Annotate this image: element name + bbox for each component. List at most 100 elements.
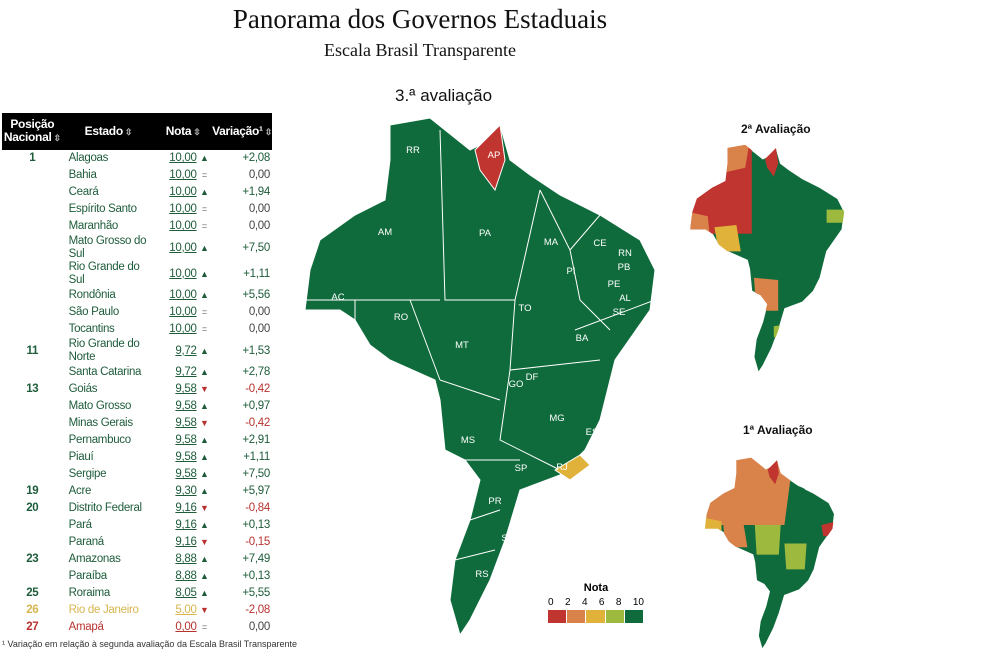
row-score-link[interactable]: 10,00 bbox=[169, 323, 197, 335]
state-ap[interactable] bbox=[474, 123, 506, 192]
trend-dn-icon: ▼ bbox=[200, 384, 209, 394]
legend-tick: 2 bbox=[564, 597, 571, 608]
row-score-link[interactable]: 9,58 bbox=[175, 451, 197, 463]
row-score-link[interactable]: 5,00 bbox=[175, 604, 197, 616]
row-score-link[interactable]: 8,88 bbox=[175, 553, 197, 565]
row-score-link[interactable]: 9,58 bbox=[175, 417, 197, 429]
row-variation: +5,97 bbox=[242, 485, 270, 497]
row-score-link[interactable]: 10,00 bbox=[169, 306, 197, 318]
trend-dn-icon: ▼ bbox=[200, 418, 209, 428]
legend-tick: 10 bbox=[632, 597, 644, 608]
legend-title: Nota bbox=[583, 582, 609, 594]
state-label-go: GO bbox=[509, 379, 524, 390]
table-row: 25 Roraima 8,05 ▲ +5,55 bbox=[2, 585, 272, 602]
sort-arrows-icon[interactable]: ⇳ bbox=[193, 126, 201, 137]
table-row: Minas Gerais 9,58 ▼ -0,42 bbox=[2, 415, 272, 432]
state-label-rn: RN bbox=[618, 248, 632, 259]
trend-eq-icon: = bbox=[201, 204, 207, 214]
col-nota[interactable]: Nota ⇳ bbox=[154, 113, 213, 150]
trend-up-icon: ▲ bbox=[200, 435, 209, 445]
sort-arrows-icon[interactable]: ⇳ bbox=[264, 126, 273, 137]
state-label-sp: SP bbox=[515, 463, 528, 474]
row-score-link[interactable]: 10,00 bbox=[169, 241, 197, 254]
row-variation: +2,08 bbox=[242, 152, 270, 164]
row-score-link[interactable]: 9,58 bbox=[175, 434, 197, 446]
state-label-df: DF bbox=[526, 372, 539, 383]
page-subtitle: Escala Brasil Transparente bbox=[324, 40, 516, 60]
row-variation: +2,78 bbox=[242, 366, 270, 378]
map-2nd-title: 2ª Avaliação bbox=[741, 122, 811, 136]
col-variacao[interactable]: Variação¹ ⇳ bbox=[212, 113, 272, 150]
row-score-link[interactable]: 9,72 bbox=[175, 366, 197, 378]
row-score-link[interactable]: 9,58 bbox=[175, 383, 197, 395]
table-row: 19 Acre 9,30 ▲ +5,97 bbox=[2, 483, 272, 500]
row-score-link[interactable]: 10,00 bbox=[169, 152, 197, 164]
row-state: Rondônia bbox=[68, 289, 116, 301]
table-row: 27 Amapá 0,00 = 0,00 bbox=[2, 619, 272, 636]
trend-eq-icon: = bbox=[201, 324, 207, 334]
row-variation: +7,50 bbox=[242, 468, 270, 480]
row-state: Espírito Santo bbox=[68, 203, 137, 215]
row-score-link[interactable]: 9,30 bbox=[175, 485, 197, 497]
col-posicao[interactable]: Posição Nacional ⇳ bbox=[2, 113, 63, 150]
state-rj[interactable] bbox=[554, 454, 591, 481]
row-variation: +5,56 bbox=[242, 289, 270, 301]
row-variation: +1,11 bbox=[243, 267, 270, 280]
ranking-table: Posição Nacional ⇳ Estado ⇳ Nota ⇳ Variação… bbox=[2, 113, 272, 636]
table-row: Santa Catarina 9,72 ▲ +2,78 bbox=[2, 364, 272, 381]
row-score-link[interactable]: 0,00 bbox=[175, 621, 197, 633]
row-variation: 0,00 bbox=[248, 169, 270, 181]
page-title: Panorama dos Governos Estaduais bbox=[232, 4, 608, 34]
row-score-link[interactable]: 10,00 bbox=[169, 289, 197, 301]
state-label-rj: RJ bbox=[556, 462, 568, 473]
row-score-link[interactable]: 9,16 bbox=[175, 519, 197, 531]
trend-up-icon: ▲ bbox=[200, 469, 209, 479]
trend-dn-icon: ▼ bbox=[200, 537, 209, 547]
row-state: Pará bbox=[68, 519, 92, 531]
row-variation: +5,55 bbox=[242, 587, 270, 599]
row-position: 19 bbox=[26, 485, 39, 497]
row-state: Rio Grande do Norte bbox=[68, 338, 140, 363]
row-variation: 0,00 bbox=[248, 203, 270, 215]
row-score-link[interactable]: 9,16 bbox=[175, 536, 197, 548]
row-score-link[interactable]: 8,05 bbox=[175, 587, 197, 599]
row-score-link[interactable]: 9,58 bbox=[175, 468, 197, 480]
row-score-link[interactable]: 10,00 bbox=[169, 220, 197, 232]
row-variation: -0,42 bbox=[245, 417, 270, 429]
sort-arrows-icon[interactable]: ⇳ bbox=[124, 126, 133, 137]
trend-up-icon: ▲ bbox=[200, 401, 209, 411]
row-variation: 0,00 bbox=[248, 220, 270, 232]
trend-up-icon: ▲ bbox=[200, 345, 209, 356]
row-score-link[interactable]: 9,72 bbox=[175, 344, 197, 357]
row-score-link[interactable]: 10,00 bbox=[169, 169, 197, 181]
state-label-mg: MG bbox=[549, 413, 564, 424]
row-state: Acre bbox=[68, 485, 92, 497]
table-row: Rondônia 10,00 ▲ +5,56 bbox=[2, 287, 272, 304]
table-row: São Paulo 10,00 = 0,00 bbox=[2, 304, 272, 321]
table-row: Rio Grande do Sul 10,00 ▲ +1,11 bbox=[2, 261, 272, 287]
row-score-link[interactable]: 8,88 bbox=[175, 570, 197, 582]
state-label-es: ES bbox=[586, 427, 599, 438]
table-row: 20 Distrito Federal 9,16 ▼ -0,84 bbox=[2, 500, 272, 517]
state-label-ro: RO bbox=[394, 312, 408, 323]
state-label-am: AM bbox=[378, 227, 392, 238]
state-label-ba: BA bbox=[576, 333, 589, 344]
row-score-link[interactable]: 10,00 bbox=[169, 203, 197, 215]
sort-arrows-icon[interactable]: ⇳ bbox=[53, 133, 62, 143]
row-score-link[interactable]: 9,16 bbox=[175, 502, 197, 514]
row-variation: +1,94 bbox=[242, 186, 270, 198]
table-row: 1 Alagoas 10,00 ▲ +2,08 bbox=[2, 150, 272, 167]
row-score-link[interactable]: 10,00 bbox=[169, 267, 197, 280]
row-variation: +7,50 bbox=[242, 241, 270, 254]
row-score-link[interactable]: 10,00 bbox=[169, 186, 197, 198]
state-label-pr: PR bbox=[488, 496, 501, 507]
state-label-to: TO bbox=[518, 303, 531, 314]
col-estado[interactable]: Estado ⇳ bbox=[62, 113, 155, 150]
row-variation: -2,08 bbox=[245, 604, 270, 616]
row-score-link[interactable]: 9,58 bbox=[175, 400, 197, 412]
row-variation: +0,13 bbox=[242, 570, 270, 582]
trend-up-icon: ▲ bbox=[200, 242, 209, 253]
legend-swatch bbox=[567, 610, 587, 623]
row-state: Roraima bbox=[68, 587, 111, 599]
